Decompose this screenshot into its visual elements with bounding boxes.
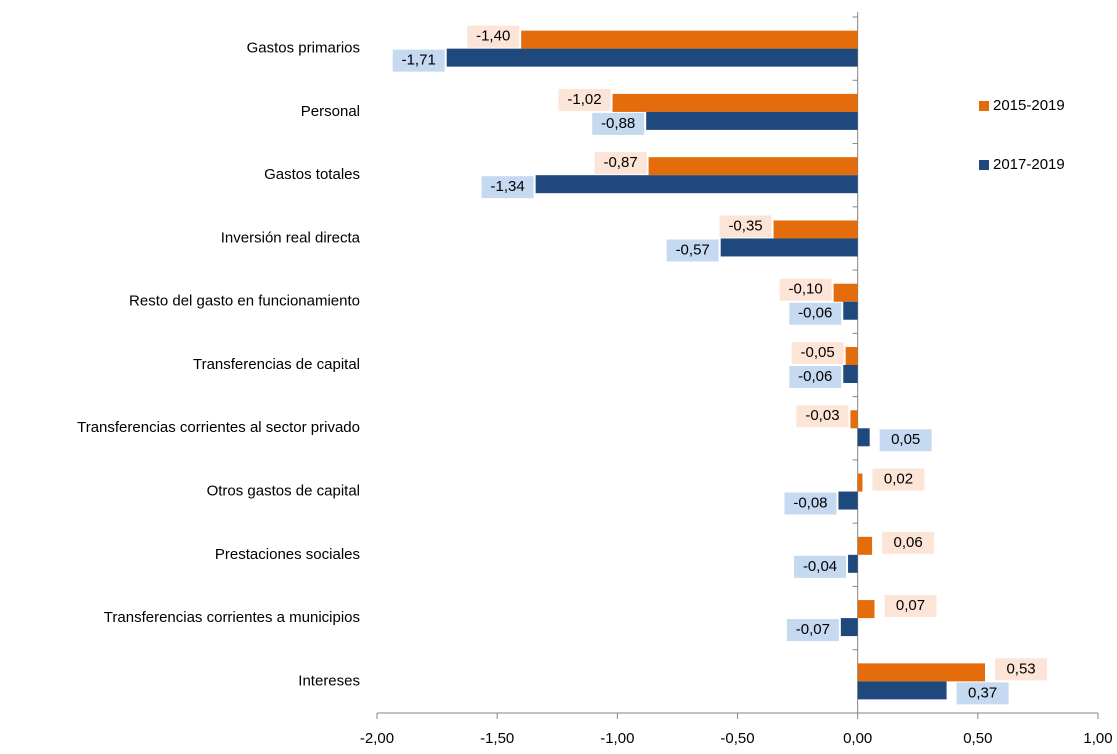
value-label: 0,53 — [1006, 660, 1035, 677]
value-label: -1,40 — [476, 28, 510, 45]
bar — [843, 301, 858, 320]
x-tick-label: 0,00 — [843, 730, 872, 747]
category-label: Transferencias corrientes al sector priv… — [77, 419, 360, 436]
value-label-bg — [956, 682, 1009, 705]
value-label: 0,02 — [884, 471, 913, 488]
value-label: -0,35 — [728, 217, 762, 234]
value-label: -0,06 — [798, 368, 832, 385]
value-label: -1,34 — [491, 178, 525, 195]
bar — [446, 48, 858, 67]
x-tick-label: 1,00 — [1083, 730, 1112, 747]
bar — [833, 283, 858, 302]
category-label: Resto del gasto en funcionamiento — [129, 293, 360, 310]
value-label-bg — [592, 112, 645, 135]
bar — [857, 428, 870, 447]
value-label: -0,07 — [796, 621, 830, 638]
value-label-bg — [594, 152, 647, 175]
value-label-bg — [872, 468, 925, 491]
value-label-bg — [995, 658, 1048, 681]
value-label: -0,06 — [798, 305, 832, 322]
value-label: 0,05 — [891, 431, 920, 448]
bar — [857, 600, 875, 619]
legend-label: 2017-2019 — [993, 156, 1065, 173]
category-label: Gastos primarios — [247, 40, 360, 57]
value-label-bg — [666, 239, 719, 262]
value-label: 0,07 — [896, 597, 925, 614]
x-tick-label: -1,00 — [600, 730, 634, 747]
value-label: -0,57 — [676, 241, 710, 258]
bar — [850, 410, 858, 429]
value-label: -0,05 — [801, 344, 835, 361]
x-tick-label: -1,50 — [480, 730, 514, 747]
category-label: Otros gastos de capital — [207, 483, 360, 500]
value-label: -0,88 — [601, 115, 635, 132]
category-label: Transferencias de capital — [193, 356, 360, 373]
category-label: Prestaciones sociales — [215, 546, 360, 563]
value-label: -1,71 — [402, 52, 436, 69]
bar — [857, 473, 863, 492]
value-label-bg — [884, 595, 937, 618]
value-label-bg — [789, 302, 842, 325]
value-label-bg — [719, 215, 772, 238]
bar — [840, 618, 858, 637]
category-label: Inversión real directa — [221, 229, 361, 246]
value-label-bg — [786, 619, 839, 642]
x-tick-label: -2,00 — [360, 730, 394, 747]
value-label-bg — [481, 176, 534, 199]
value-label: -0,08 — [793, 495, 827, 512]
value-label: -0,04 — [803, 558, 837, 575]
value-label-bg — [558, 88, 611, 111]
bar — [857, 681, 947, 700]
x-tick-label: 0,50 — [963, 730, 992, 747]
bar — [646, 111, 858, 130]
bar — [720, 238, 858, 257]
x-tick-label: -0,50 — [720, 730, 754, 747]
bar — [612, 93, 858, 112]
value-label-bg — [794, 555, 847, 578]
value-label-bg — [796, 405, 849, 428]
bar — [521, 30, 858, 49]
legend-label: 2015-2019 — [993, 97, 1065, 114]
bar — [838, 491, 858, 510]
value-label-bg — [467, 25, 520, 48]
value-label-bg — [789, 366, 842, 388]
legend-swatch — [979, 160, 989, 170]
category-label: Transferencias corrientes a municipios — [104, 609, 360, 626]
bar — [535, 175, 858, 194]
bar — [857, 663, 986, 682]
bar — [845, 347, 858, 365]
bar — [843, 365, 858, 383]
bar — [773, 220, 858, 239]
value-label: -0,87 — [603, 154, 637, 171]
value-label: 0,37 — [968, 684, 997, 701]
value-label-bg — [882, 531, 935, 554]
value-label-bg — [784, 492, 837, 515]
value-label: 0,06 — [893, 534, 922, 551]
bar — [857, 536, 873, 555]
category-label: Intereses — [298, 672, 360, 689]
value-label-bg — [779, 278, 832, 301]
legend-swatch — [979, 101, 989, 111]
category-label: Personal — [301, 103, 360, 120]
value-label-bg — [392, 49, 445, 72]
bar — [648, 157, 858, 176]
value-label-bg — [791, 342, 844, 364]
value-label-bg — [879, 429, 932, 452]
value-label: -0,10 — [789, 281, 823, 298]
category-label: Gastos totales — [264, 166, 360, 183]
value-label: -0,03 — [805, 407, 839, 424]
bar — [848, 554, 858, 573]
value-label: -1,02 — [567, 91, 601, 108]
